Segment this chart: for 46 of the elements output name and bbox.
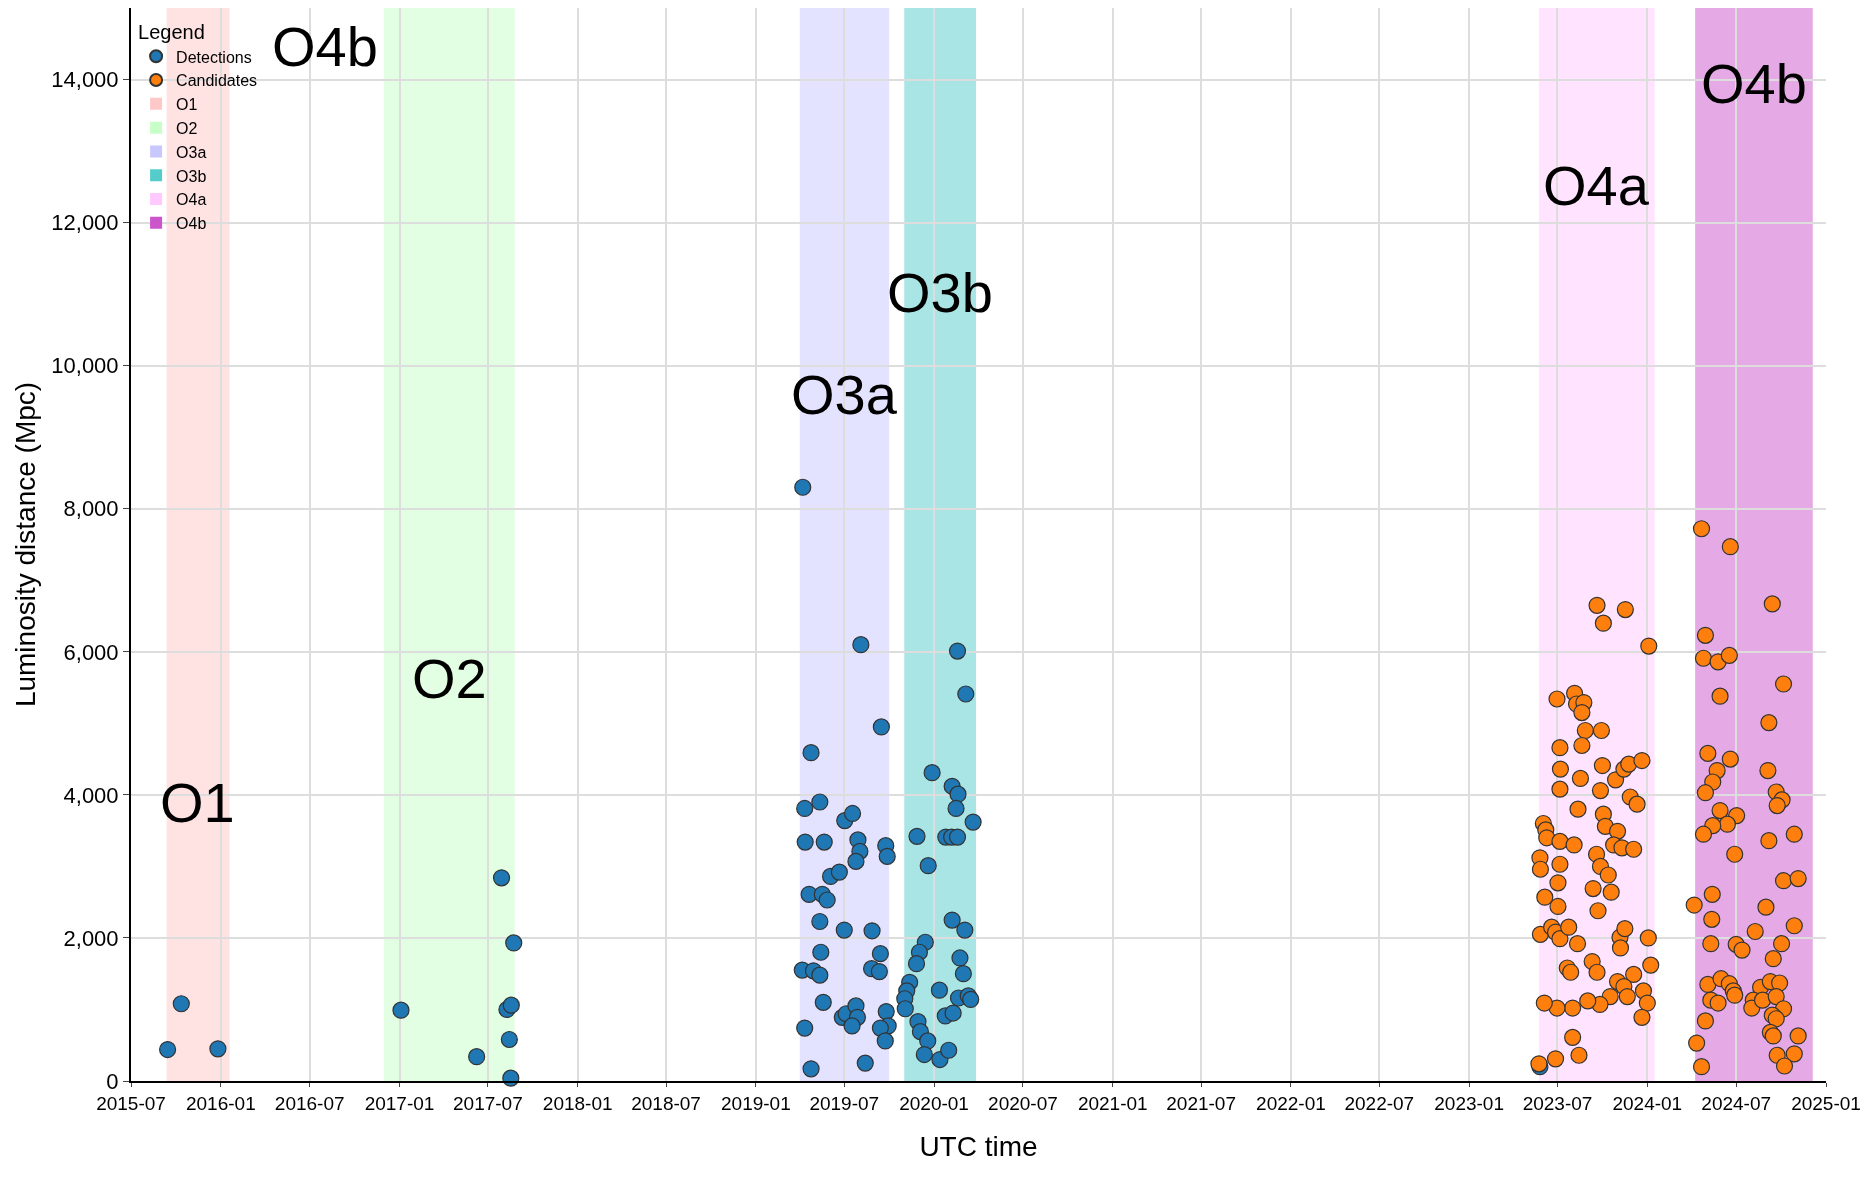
x-tick-label: 2018-07 — [631, 1092, 701, 1114]
y-axis-title: Luminosity distance (Mpc) — [9, 381, 41, 708]
text: O3a — [176, 143, 207, 161]
legend-title: Legend — [138, 21, 205, 44]
y-tick-label: 10,000 — [51, 353, 119, 379]
x-tick-label: 2025-01 — [1791, 1092, 1861, 1114]
band-label: O1 — [160, 771, 235, 834]
y-tick-label: 12,000 — [51, 210, 119, 236]
x-tick-label: 2021-01 — [1077, 1092, 1148, 1114]
x-tick-label: 2019-07 — [809, 1092, 880, 1114]
band-label: O4a — [1543, 154, 1650, 217]
y-tick-label: 6,000 — [63, 639, 119, 665]
y-tick-label: 4,000 — [63, 782, 119, 808]
x-tick-label: 2021-07 — [1166, 1092, 1236, 1114]
x-tick-label: 2016-01 — [185, 1092, 256, 1114]
text: O4a — [176, 191, 207, 209]
band-label: O3b — [887, 261, 993, 324]
x-tick-label: 2022-01 — [1256, 1092, 1326, 1114]
band-label: O4b — [1701, 52, 1807, 115]
text: O4b — [176, 215, 207, 233]
y-tick-label: 0 — [106, 1068, 119, 1094]
x-axis-title: UTC time — [919, 1131, 1038, 1163]
band-label: O2 — [412, 647, 487, 710]
x-tick-label: 2023-07 — [1522, 1092, 1593, 1114]
y-tick-label: 2,000 — [63, 925, 119, 951]
x-tick-label: 2023-01 — [1434, 1092, 1504, 1114]
text: O2 — [176, 119, 198, 137]
band-label: O3a — [791, 363, 898, 426]
text: O1 — [176, 96, 198, 114]
x-tick-label: 2019-01 — [721, 1092, 791, 1114]
x-tick-label: 2024-01 — [1612, 1092, 1683, 1114]
y-tick-label: 8,000 — [63, 496, 119, 522]
x-tick-label: 2017-01 — [364, 1092, 435, 1114]
y-tick-label: 14,000 — [51, 67, 119, 93]
text: O3b — [176, 167, 207, 185]
x-tick-label: 2016-07 — [274, 1092, 345, 1114]
x-tick-label: 2015-07 — [96, 1092, 166, 1114]
legend-label: Detections — [176, 48, 252, 66]
x-tick-label: 2022-07 — [1344, 1092, 1415, 1114]
x-tick-label: 2018-01 — [542, 1092, 613, 1114]
x-tick-label: 2020-01 — [899, 1092, 969, 1114]
x-tick-label: 2017-07 — [453, 1092, 523, 1114]
x-tick-label: 2020-07 — [988, 1092, 1058, 1114]
x-tick-label: 2024-07 — [1701, 1092, 1772, 1114]
annotation: O4b — [272, 15, 378, 78]
legend-label: Candidates — [176, 72, 258, 90]
